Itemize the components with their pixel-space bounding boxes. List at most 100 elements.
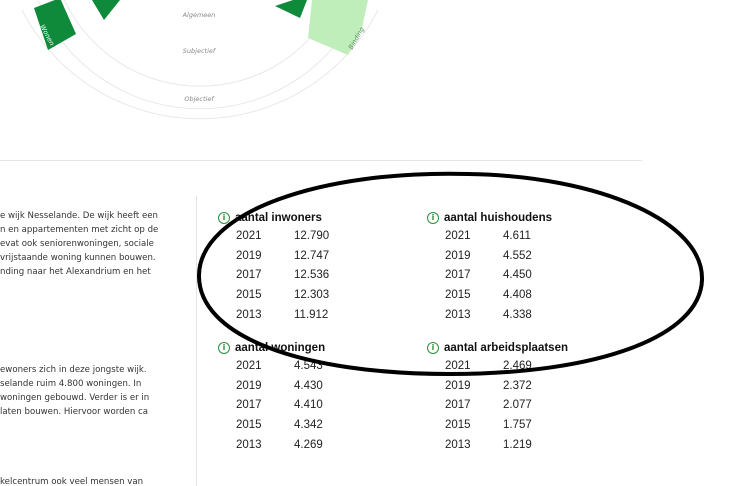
segment-dark-2[interactable]	[92, 0, 120, 20]
ring-label-algemeen: Algemeen	[182, 11, 216, 19]
stat-year: 2017	[236, 399, 262, 412]
segment-dark-3[interactable]	[275, 0, 307, 18]
stat-title-label: aantal woningen	[235, 342, 326, 354]
stat-year: 2013	[445, 309, 471, 322]
stat-block-inwoners: i aantal inwoners 2021 12.790 2019 12.747 …	[218, 210, 418, 325]
stat-year: 2021	[445, 359, 471, 372]
stat-row: 2017 2.077	[427, 396, 627, 416]
stat-value: 2.372	[503, 379, 532, 392]
stat-value: 1.219	[503, 439, 532, 452]
stat-row: 2021 2.469	[427, 356, 627, 376]
segment-wonen[interactable]	[34, 0, 76, 50]
stat-year: 2019	[236, 249, 262, 262]
stat-year: 2021	[445, 229, 471, 242]
stat-row: 2015 4.408	[427, 285, 627, 305]
stat-year: 2013	[236, 439, 262, 452]
stat-year: 2015	[236, 419, 262, 432]
stat-title-label: aantal arbeidsplaatsen	[444, 342, 568, 354]
stat-value: 4.338	[503, 309, 532, 322]
segment-binding[interactable]	[308, 0, 368, 55]
description-paragraph-2: ewoners zich in deze jongste wijk. selan…	[0, 363, 190, 419]
stat-title-label: aantal huishoudens	[444, 212, 552, 224]
stat-value: 4.430	[294, 379, 323, 392]
stat-row: 2013 4.269	[218, 435, 418, 455]
stat-title-woningen[interactable]: i aantal woningen	[218, 340, 418, 356]
text-line: kelcentrum ook veel mensen van	[0, 477, 144, 486]
wijkprofiel-chart: Algemeen Subjectief Objectief Wonen Bind…	[0, 0, 741, 140]
stat-value: 4.408	[503, 289, 532, 302]
description-paragraph-1: e wijk Nesselande. De wijk heeft een n e…	[0, 209, 190, 279]
stat-row: 2021 12.790	[218, 226, 418, 246]
column-divider	[196, 196, 197, 486]
stat-year: 2019	[445, 249, 471, 262]
stat-value: 12.303	[294, 289, 330, 302]
stat-row: 2021 4.611	[427, 226, 627, 246]
stat-value: 12.536	[294, 269, 330, 282]
stat-value: 2.077	[503, 399, 532, 412]
stat-year: 2017	[445, 269, 471, 282]
info-icon[interactable]: i	[218, 342, 230, 354]
stat-year: 2013	[445, 439, 471, 452]
stat-value: 1.757	[503, 419, 532, 432]
stat-row: 2017 4.450	[427, 266, 627, 286]
stat-year: 2013	[236, 309, 262, 322]
stat-title-label: aantal inwoners	[235, 212, 322, 224]
stat-row: 2017 12.536	[218, 266, 418, 286]
stat-year: 2015	[445, 289, 471, 302]
ring-objectief	[21, 9, 379, 120]
info-icon[interactable]: i	[427, 212, 439, 224]
stat-value: 4.611	[503, 229, 531, 242]
stat-row: 2019 2.372	[427, 376, 627, 396]
ring-label-objectief: Objectief	[184, 95, 215, 103]
stat-value: 12.790	[294, 229, 330, 242]
text-line: vrijstaande woning kunnen bouwen.	[0, 253, 156, 263]
text-line: n en appartementen met zicht op de	[0, 225, 159, 235]
stat-value: 4.342	[294, 419, 323, 432]
text-line: ewoners zich in deze jongste wijk.	[0, 365, 147, 375]
stat-title-inwoners[interactable]: i aantal inwoners	[218, 210, 418, 226]
description-paragraph-3: kelcentrum ook veel mensen van	[0, 475, 190, 486]
stat-row: 2015 4.342	[218, 415, 418, 435]
stat-year: 2017	[236, 269, 262, 282]
section-divider	[0, 160, 642, 161]
stat-year: 2021	[236, 359, 262, 372]
text-line: e wijk Nesselande. De wijk heeft een	[0, 211, 158, 221]
stat-year: 2015	[236, 289, 262, 302]
stat-title-arbeidsplaatsen[interactable]: i aantal arbeidsplaatsen	[427, 340, 627, 356]
info-icon[interactable]: i	[218, 212, 230, 224]
stat-year: 2019	[236, 379, 262, 392]
stat-value: 4.543	[294, 359, 323, 372]
stat-block-huishoudens: i aantal huishoudens 2021 4.611 2019 4.552…	[427, 210, 627, 325]
stat-row: 2021 4.543	[218, 356, 418, 376]
stat-value: 4.269	[294, 439, 323, 452]
stat-value: 4.552	[503, 249, 532, 262]
stat-block-woningen: i aantal woningen 2021 4.543 2019 4.430 20…	[218, 340, 418, 455]
stat-row: 2015 12.303	[218, 285, 418, 305]
stat-year: 2015	[445, 419, 471, 432]
stat-row: 2013 4.338	[427, 305, 627, 325]
stat-row: 2019 4.430	[218, 376, 418, 396]
stat-value: 4.410	[294, 399, 323, 412]
stat-title-huishoudens[interactable]: i aantal huishoudens	[427, 210, 627, 226]
text-line: selande ruim 4.800 woningen. In	[0, 379, 142, 389]
ring-label-subjectief: Subjectief	[183, 47, 217, 55]
stat-year: 2019	[445, 379, 471, 392]
stat-year: 2017	[445, 399, 471, 412]
stat-value: 2.469	[503, 359, 532, 372]
stat-row: 2019 4.552	[427, 246, 627, 266]
stat-row: 2013 11.912	[218, 305, 418, 325]
text-line: laten bouwen. Hiervoor worden ca	[0, 407, 148, 417]
stat-row: 2015 1.757	[427, 415, 627, 435]
ring-subjectief	[37, 0, 363, 110]
stat-row: 2017 4.410	[218, 396, 418, 416]
stat-value: 11.912	[294, 309, 329, 322]
stat-row: 2019 12.747	[218, 246, 418, 266]
info-icon[interactable]: i	[427, 342, 439, 354]
radial-chart-svg: Algemeen Subjectief Objectief Wonen Bind…	[21, 0, 379, 120]
stat-value: 12.747	[294, 249, 330, 262]
stat-block-arbeidsplaatsen: i aantal arbeidsplaatsen 2021 2.469 2019 2…	[427, 340, 627, 455]
stat-value: 4.450	[503, 269, 532, 282]
text-line: woningen gebouwd. Verder is er in	[0, 393, 150, 403]
stat-row: 2013 1.219	[427, 435, 627, 455]
text-line: nding naar het Alexandrium en het	[0, 267, 151, 277]
